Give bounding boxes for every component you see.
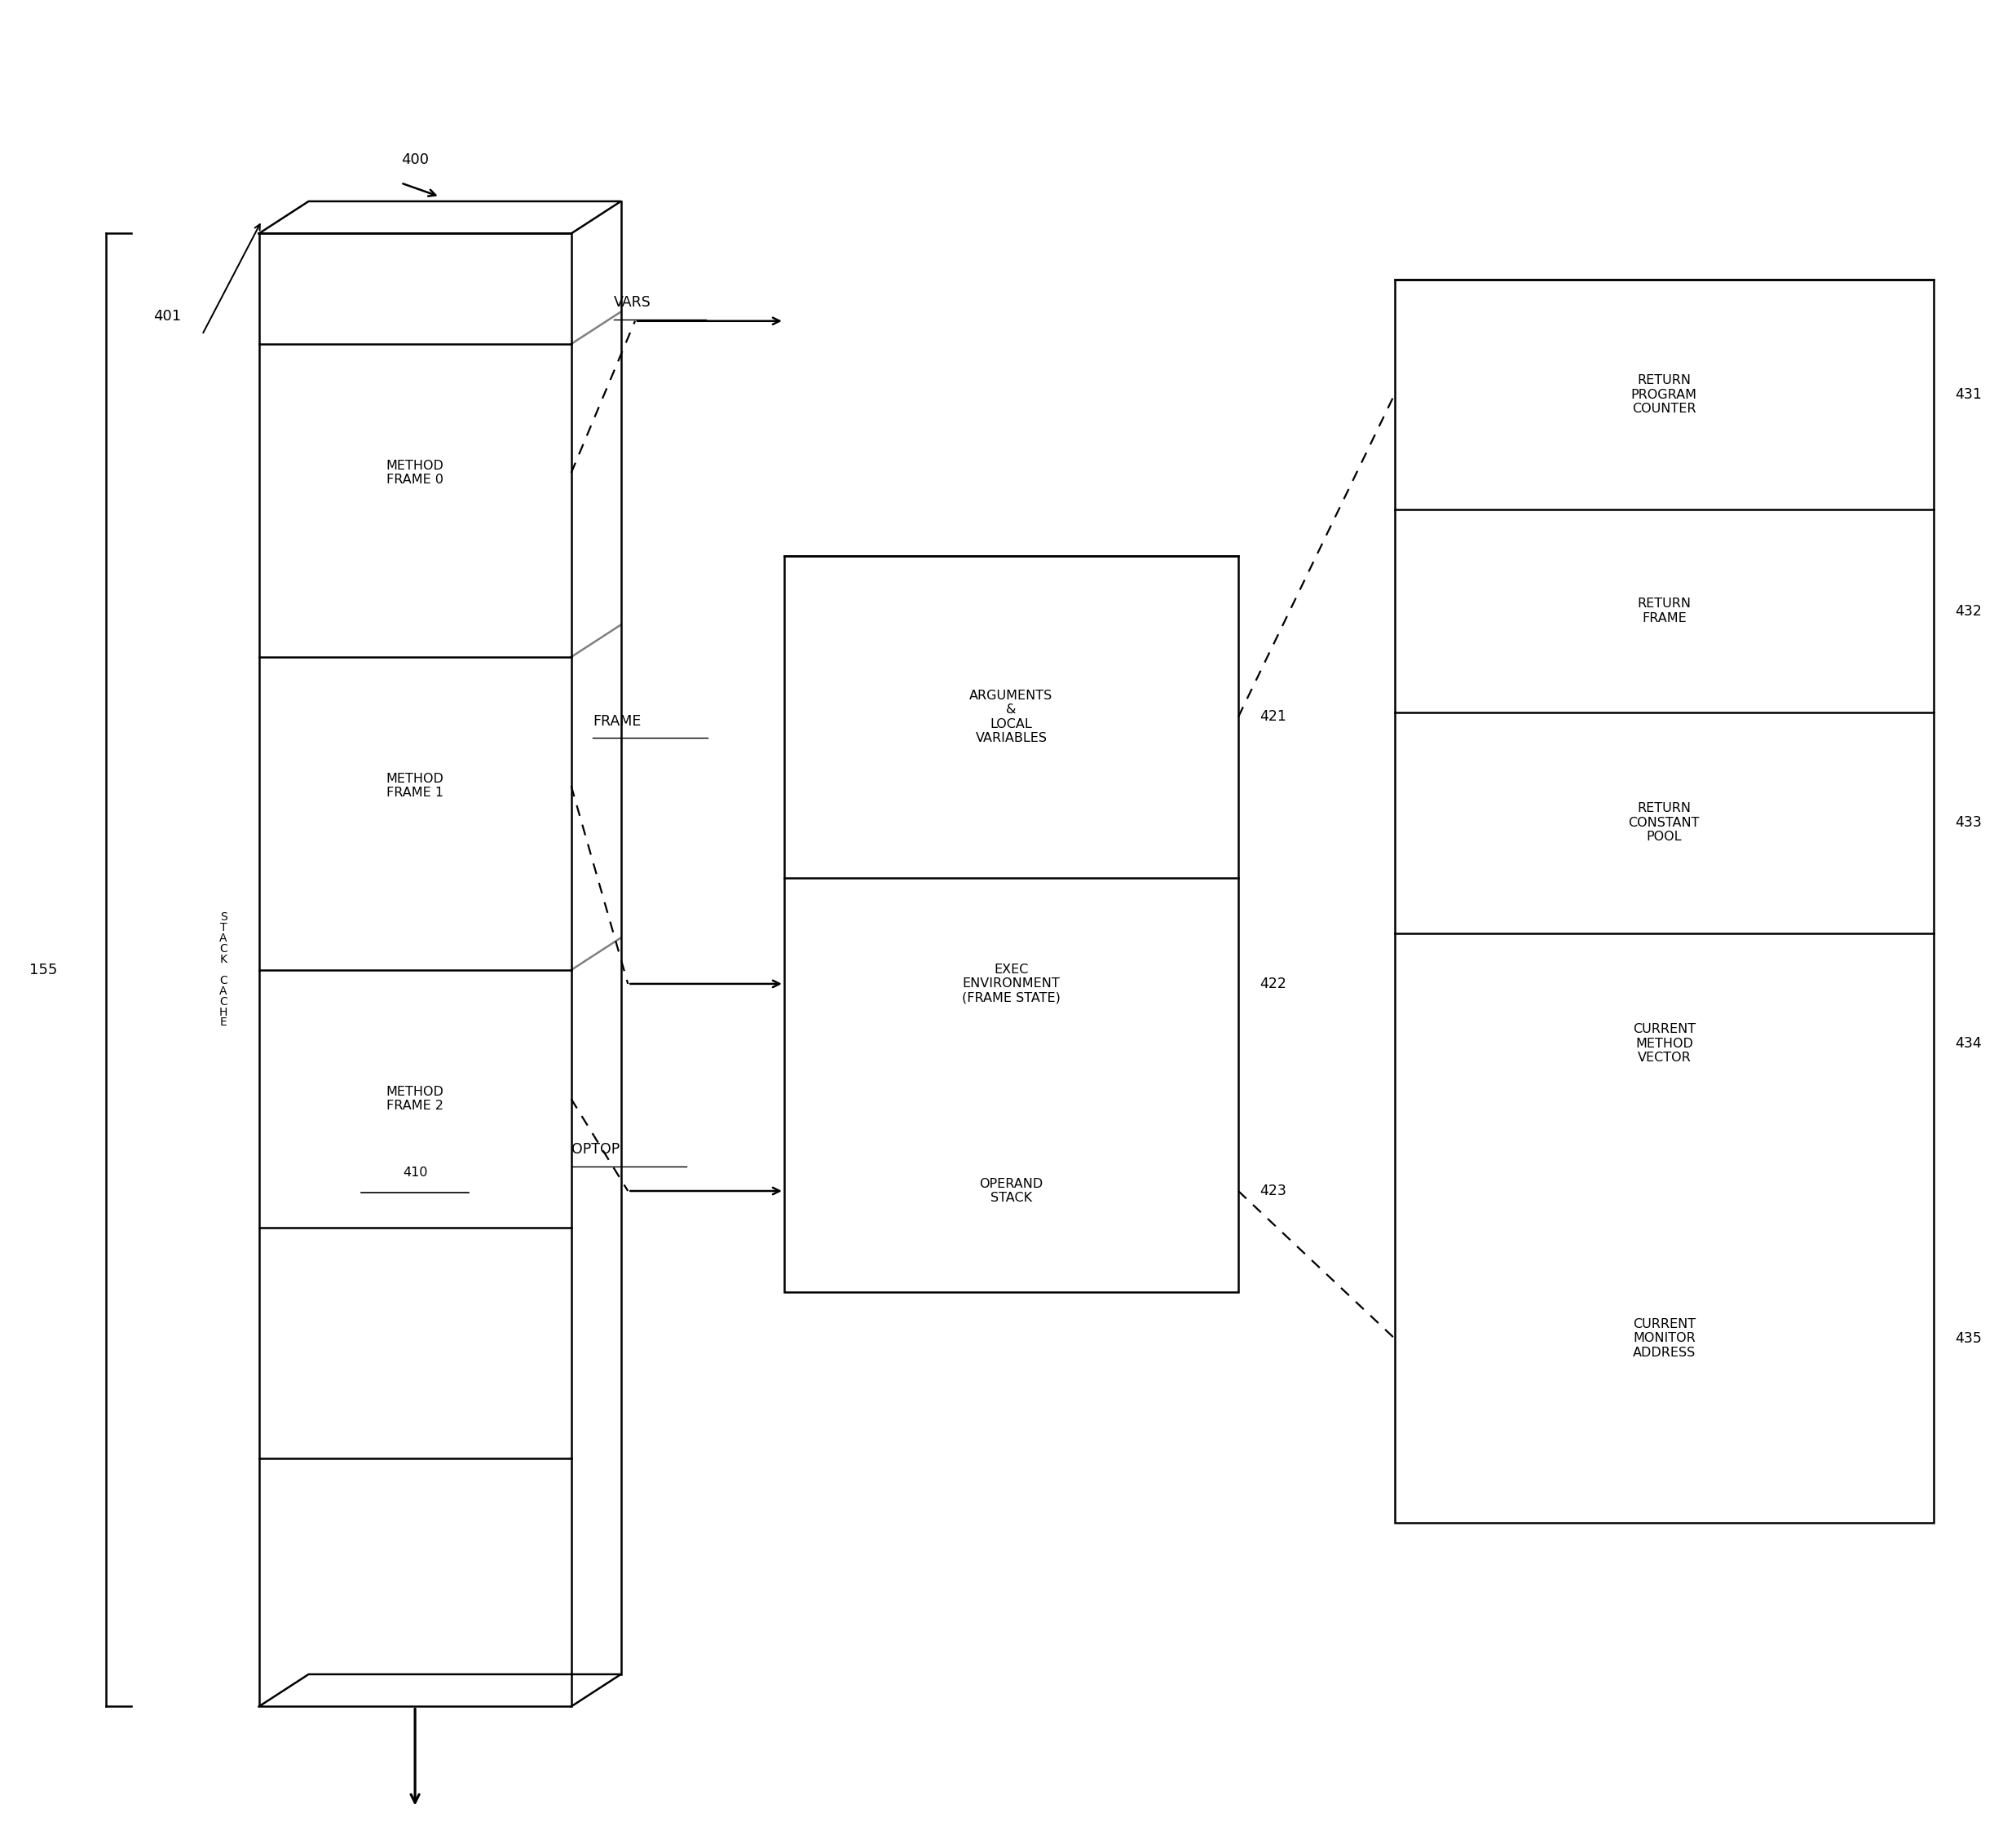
Text: OPERAND
STACK: OPERAND STACK (979, 1177, 1043, 1205)
Text: 433: 433 (1956, 815, 1982, 830)
Bar (1394, 279, 1934, 1523)
Text: 423: 423 (1260, 1183, 1286, 1198)
Text: 410: 410 (403, 1166, 427, 1179)
Text: 421: 421 (1260, 710, 1286, 724)
Text: METHOD
FRAME 0: METHOD FRAME 0 (387, 460, 445, 486)
Text: 434: 434 (1956, 1037, 1982, 1052)
Text: EXEC
ENVIRONMENT
(FRAME STATE): EXEC ENVIRONMENT (FRAME STATE) (961, 963, 1061, 1003)
Bar (784, 556, 1238, 1292)
Text: 435: 435 (1956, 1331, 1982, 1345)
Text: S
T
A
C
K
 
C
A
C
H
E: S T A C K C A C H E (219, 911, 227, 1027)
Text: 422: 422 (1260, 976, 1286, 991)
Text: ARGUMENTS
&
LOCAL
VARIABLES: ARGUMENTS & LOCAL VARIABLES (969, 689, 1053, 745)
Text: METHOD
FRAME 1: METHOD FRAME 1 (387, 772, 445, 798)
Text: METHOD
FRAME 2: METHOD FRAME 2 (387, 1087, 445, 1112)
Text: OPTOP: OPTOP (570, 1142, 620, 1157)
Bar (259, 233, 570, 1706)
Text: 431: 431 (1956, 388, 1982, 403)
Text: CURRENT
METHOD
VECTOR: CURRENT METHOD VECTOR (1633, 1024, 1695, 1064)
Text: CURRENT
MONITOR
ADDRESS: CURRENT MONITOR ADDRESS (1633, 1318, 1695, 1358)
Text: RETURN
PROGRAM
COUNTER: RETURN PROGRAM COUNTER (1631, 375, 1697, 416)
Text: VARS: VARS (614, 296, 652, 310)
Text: RETURN
FRAME: RETURN FRAME (1637, 597, 1691, 625)
Text: 400: 400 (401, 153, 429, 166)
Text: RETURN
CONSTANT
POOL: RETURN CONSTANT POOL (1629, 802, 1699, 843)
Text: FRAME: FRAME (592, 713, 640, 728)
Text: 401: 401 (154, 309, 181, 323)
Text: 432: 432 (1956, 604, 1982, 619)
Text: 155: 155 (30, 963, 58, 978)
